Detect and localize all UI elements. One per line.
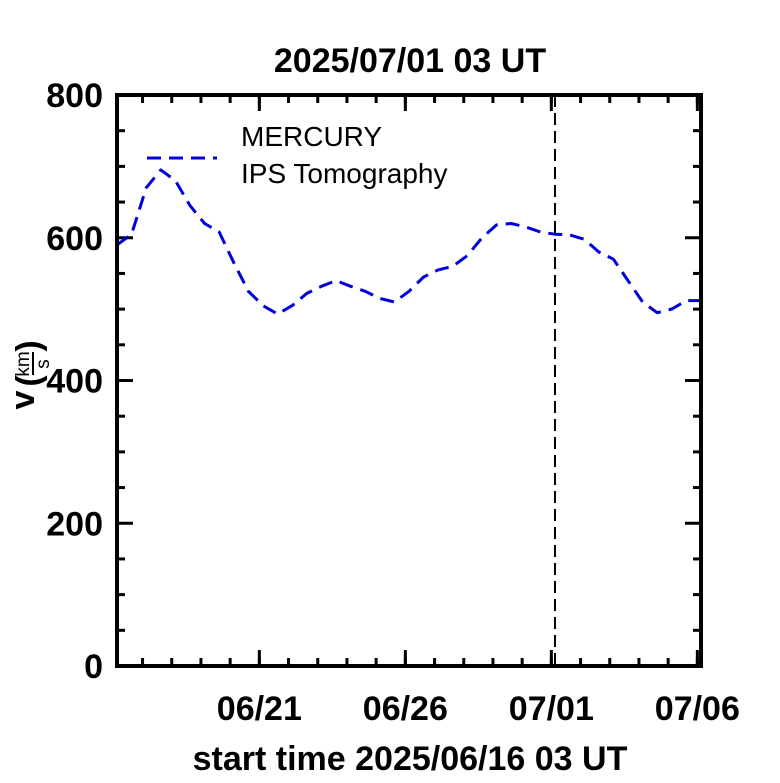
x-axis-label: start time 2025/06/16 03 UT [193,740,628,778]
legend-entry-0: MERCURY [241,121,382,152]
x-tick-label: 07/06 [655,690,740,728]
y-tick-label: 400 [46,363,103,401]
y-axis-label: v ( km s ) [4,340,54,409]
y-tick-label: 800 [46,77,103,115]
series-line-mercury [116,168,701,316]
y-tick-label: 0 [84,648,103,686]
y-tick-label: 200 [46,505,103,543]
plot-frame [115,93,703,668]
x-tick-label: 06/26 [363,690,448,728]
y-axis-symbol: v [4,390,42,409]
y-axis-paren-open: ( [10,375,48,387]
legend-entry-1: IPS Tomography [241,158,448,189]
y-tick-label: 600 [46,220,103,258]
series-layer [116,168,701,316]
x-tick-label: 07/01 [509,690,594,728]
y-axis-unit-denominator: s [33,359,54,369]
legend: MERCURY IPS Tomography [147,121,448,189]
x-tick-label: 06/21 [217,690,302,728]
y-axis-paren-close: ) [10,340,48,351]
label-layer: 2025/07/01 03 UT start time 2025/06/16 0… [4,42,740,778]
y-axis-unit-numerator: km [13,351,34,376]
chart-title: 2025/07/01 03 UT [274,42,546,80]
